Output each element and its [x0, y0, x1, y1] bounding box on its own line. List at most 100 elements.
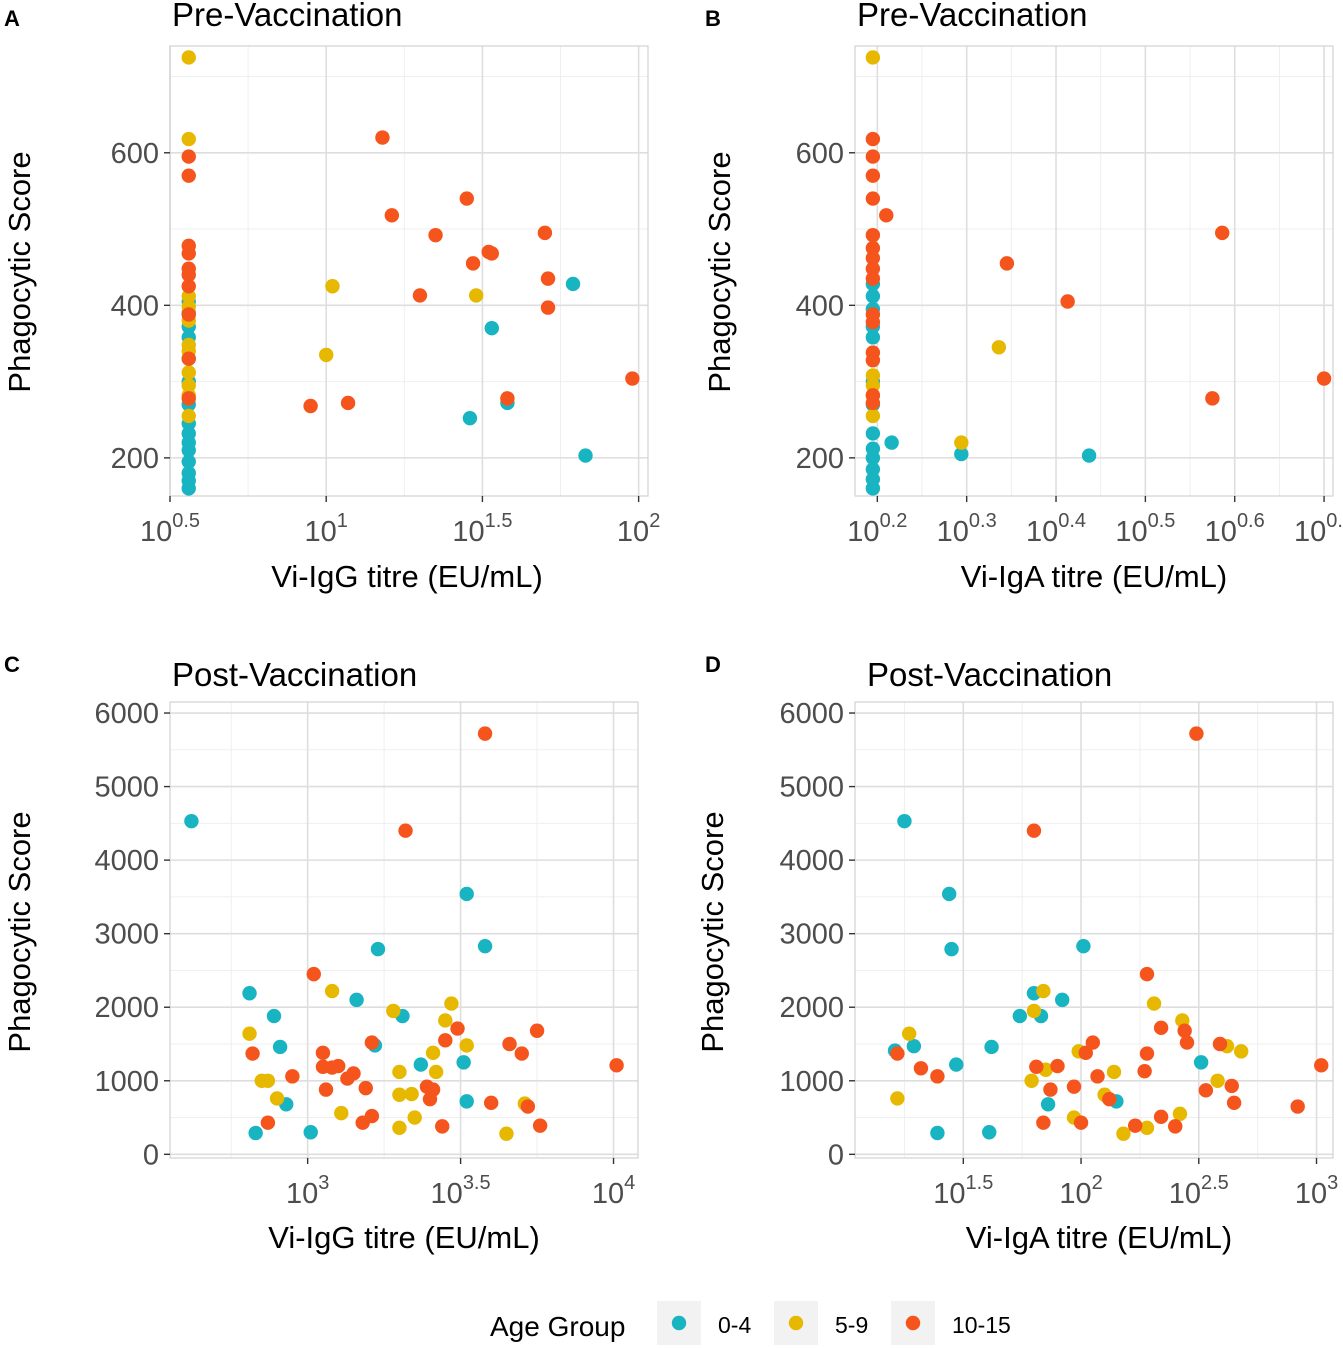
data-point-age-0-4	[459, 886, 474, 902]
data-point-age-5-9	[392, 1087, 407, 1102]
y-tick-label: 4000	[779, 845, 844, 877]
data-point-age-0-4	[984, 1039, 999, 1055]
legend-key-age-0-4	[671, 1315, 687, 1331]
data-point-age-0-4	[954, 446, 969, 462]
data-point-age-5-9	[954, 435, 969, 450]
data-point-age-10-15	[285, 1069, 300, 1084]
x-tick-label: 100.6	[1205, 510, 1265, 548]
data-point-age-10-15	[1139, 966, 1155, 982]
data-point-age-10-15	[1224, 1078, 1239, 1094]
data-point-age-0-4	[1193, 1055, 1209, 1070]
y-tick-label: 1000	[779, 1066, 844, 1098]
data-point-age-10-15	[1290, 1099, 1305, 1114]
data-point-age-0-4	[941, 886, 957, 902]
panel-letter: B	[705, 6, 721, 31]
legend: Age Group 0-4 5-9 10-15	[490, 1301, 1011, 1345]
y-tick-label: 400	[796, 290, 844, 322]
x-tick-label: 100.4	[1026, 510, 1086, 548]
data-point-age-10-15	[865, 131, 881, 147]
data-point-age-10-15	[428, 227, 443, 243]
y-tick-label: 4000	[94, 845, 159, 877]
data-point-age-0-4	[897, 813, 912, 829]
data-point-age-10-15	[540, 300, 556, 315]
data-point-age-10-15	[303, 398, 318, 414]
x-tick-label: 103	[286, 1172, 329, 1210]
data-point-age-0-4	[242, 986, 257, 1001]
data-point-age-5-9	[392, 1120, 407, 1136]
data-point-age-5-9	[181, 365, 196, 380]
data-point-age-10-15	[913, 1061, 929, 1076]
data-point-age-0-4	[462, 411, 478, 426]
panel-border	[854, 45, 1334, 497]
y-tick-label: 0	[143, 1139, 159, 1171]
data-point-age-0-4	[944, 941, 959, 957]
data-point-age-0-4	[578, 448, 593, 463]
data-point-age-10-15	[1314, 1058, 1329, 1073]
data-point-age-5-9	[181, 288, 196, 304]
data-point-age-5-9	[901, 1026, 917, 1041]
data-point-age-5-9	[444, 996, 459, 1011]
x-tick-label: 104	[592, 1172, 635, 1210]
panel-letter: A	[4, 6, 20, 31]
data-point-age-0-4	[865, 472, 881, 487]
data-point-age-10-15	[865, 314, 881, 330]
data-point-age-5-9	[1026, 1003, 1042, 1019]
data-point-age-10-15	[502, 1036, 517, 1052]
y-tick-label: 1000	[94, 1066, 159, 1098]
x-axis-title: Vi-IgA titre (EU/mL)	[966, 1220, 1232, 1255]
data-point-age-10-15	[865, 261, 881, 276]
data-point-age-5-9	[865, 368, 881, 383]
data-point-age-5-9	[1139, 1120, 1155, 1136]
x-tick-label: 102.5	[1169, 1172, 1229, 1210]
data-point-age-5-9	[438, 1013, 453, 1028]
data-point-age-10-15	[1177, 1023, 1192, 1038]
data-point-age-0-4	[865, 462, 881, 477]
data-point-age-10-15	[865, 353, 881, 368]
data-point-age-10-15	[865, 240, 881, 256]
data-point-age-10-15	[1198, 1083, 1214, 1098]
data-point-age-0-4	[181, 465, 196, 481]
data-point-age-10-15	[529, 1023, 545, 1038]
y-tick-label: 200	[796, 443, 844, 475]
data-point-age-10-15	[412, 288, 428, 303]
data-point-age-0-4	[1012, 1008, 1028, 1024]
data-point-age-10-15	[1139, 1046, 1155, 1061]
data-point-age-10-15	[459, 191, 474, 206]
data-point-age-0-4	[266, 1008, 282, 1024]
data-point-age-5-9	[269, 1091, 285, 1106]
data-point-age-5-9	[334, 1105, 349, 1121]
y-tick-label: 2000	[779, 992, 844, 1024]
data-point-age-5-9	[1106, 1064, 1122, 1080]
data-point-age-10-15	[879, 208, 894, 223]
data-point-age-0-4	[982, 1125, 997, 1140]
data-point-age-0-4	[1076, 938, 1091, 954]
data-point-age-10-15	[1205, 391, 1220, 406]
data-point-age-10-15	[306, 966, 321, 982]
y-axis-title: Phagocytic Score	[2, 151, 37, 392]
data-point-age-10-15	[398, 823, 413, 838]
data-point-age-10-15	[1153, 1109, 1169, 1125]
data-point-age-10-15	[483, 1095, 499, 1111]
data-point-age-10-15	[865, 227, 881, 243]
data-point-age-10-15	[318, 1082, 334, 1097]
y-tick-label: 6000	[779, 698, 844, 730]
data-point-age-10-15	[1179, 1035, 1195, 1050]
data-point-age-0-4	[272, 1039, 288, 1055]
data-point-age-10-15	[1128, 1118, 1143, 1133]
data-point-age-10-15	[1026, 823, 1042, 838]
y-tick-label: 5000	[779, 772, 844, 804]
panel-border	[169, 45, 649, 497]
data-point-age-0-4	[248, 1125, 263, 1141]
data-point-age-5-9	[865, 408, 881, 424]
x-tick-label: 100.7	[1294, 510, 1343, 548]
data-point-age-10-15	[540, 271, 556, 286]
data-point-age-0-4	[181, 426, 196, 441]
data-point-age-5-9	[260, 1073, 276, 1088]
data-point-age-10-15	[865, 149, 881, 164]
y-tick-label: 5000	[94, 772, 159, 804]
data-point-age-10-15	[181, 267, 196, 283]
data-point-age-10-15	[625, 371, 640, 386]
x-tick-label: 101	[305, 510, 348, 548]
panel-b: B Pre-Vaccination 200 400 600 100.2 100.3 100.4…	[702, 0, 1343, 594]
